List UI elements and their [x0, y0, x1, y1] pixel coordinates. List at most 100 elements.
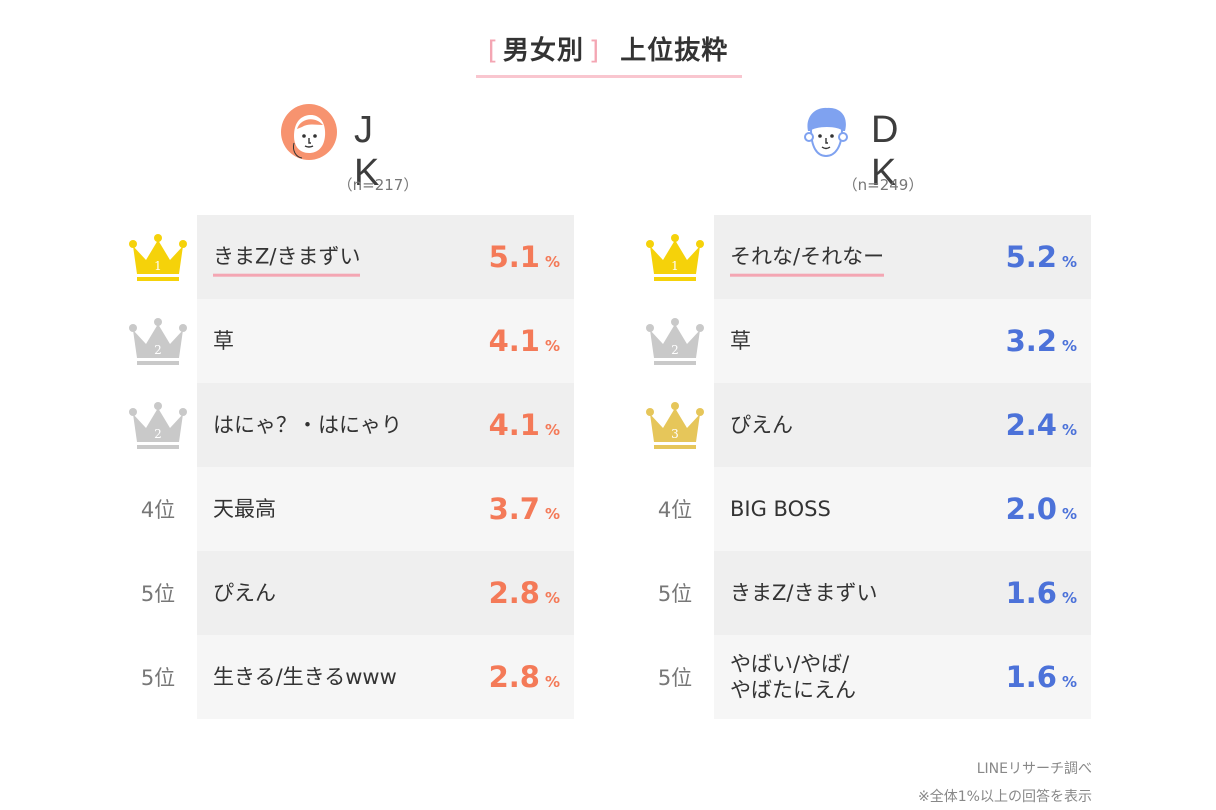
percentage-unit: % — [1061, 589, 1077, 607]
percentage-unit: % — [1061, 421, 1077, 439]
jk-rank-row: 2 はにゃ？・はにゃり 4.1% — [129, 383, 574, 467]
percentage-value: 1.6% — [1006, 660, 1077, 694]
crown-silver-icon: 2 — [129, 318, 187, 365]
rank-number: 1 — [154, 259, 162, 273]
term-label: ぴえん — [730, 412, 793, 437]
rank-label: 5位 — [140, 582, 176, 606]
title-group: 男女別 — [502, 36, 584, 66]
boy-avatar-icon — [804, 107, 848, 158]
dk-rank-row: 3 ぴえん 2.4% — [646, 383, 1091, 467]
term-label: それな/それなー — [730, 244, 885, 277]
page-title: [ 男女別 ] 上位抜粋 — [474, 22, 742, 78]
rank-marker: 5位 — [644, 551, 706, 635]
rank-marker: 2 — [644, 299, 706, 383]
percentage-value: 4.1% — [489, 408, 560, 442]
jk-column: J K （n=217） 1 きまZ/きまずい 5.1% 2 草 4.1% 2 はにゃ？・はにゃ… — [120, 0, 590, 810]
jk-rank-row: 2 草 4.1% — [129, 299, 574, 383]
dk-name: D K — [871, 109, 909, 194]
rank-label: 4位 — [140, 498, 176, 522]
percentage-number: 2.0 — [1005, 492, 1057, 526]
jk-rank-row: 1 きまZ/きまずい 5.1% — [129, 215, 574, 299]
percentage-value: 4.1% — [489, 324, 560, 358]
term-label: 生きる/生きるwww — [213, 664, 397, 689]
rank-marker: 4位 — [644, 467, 706, 551]
rank-label: 4位 — [657, 498, 693, 522]
percentage-number: 2.4 — [1005, 408, 1057, 442]
display-note: ※全体1%以上の回答を表示 — [918, 789, 1092, 805]
term-label: 草 — [213, 328, 234, 353]
rank-number: 2 — [154, 343, 162, 357]
term-label: ぴえん — [213, 580, 276, 605]
percentage-number: 3.7 — [488, 492, 540, 526]
term-label: やばい/やば/ やばたにえん — [730, 651, 856, 702]
rank-marker: 4位 — [127, 467, 189, 551]
percentage-value: 3.2% — [1006, 324, 1077, 358]
rank-label: 5位 — [657, 582, 693, 606]
percentage-number: 1.6 — [1005, 576, 1057, 610]
rank-marker: 2 — [127, 299, 189, 383]
title-main: 上位抜粋 — [620, 36, 729, 66]
rank-marker: 2 — [127, 383, 189, 467]
rank-label: 5位 — [140, 666, 176, 690]
title-bracket-close: ] — [589, 36, 600, 66]
percentage-value: 3.7% — [489, 492, 560, 526]
dk-column: D K （n=249） 1 それな/それなー 5.2% 2 草 3.2% 3 ぴえん 2.4% 4… — [637, 0, 1107, 810]
crown-silver-icon: 2 — [129, 402, 187, 449]
dk-rank-row: 1 それな/それなー 5.2% — [646, 215, 1091, 299]
percentage-value: 2.8% — [489, 576, 560, 610]
term-label: きまZ/きまずい — [213, 244, 361, 277]
jk-name: J K — [354, 109, 390, 194]
percentage-unit: % — [544, 337, 560, 355]
rank-number: 2 — [671, 343, 679, 357]
source-note: LINEリサーチ調べ — [976, 761, 1092, 777]
percentage-value: 2.8% — [489, 660, 560, 694]
rank-label: 5位 — [657, 666, 693, 690]
crown-silver-icon: 2 — [646, 318, 704, 365]
crown-bronze-icon: 3 — [646, 402, 704, 449]
rank-marker: 5位 — [644, 635, 706, 719]
percentage-value: 5.1% — [489, 240, 560, 274]
term-label: きまZ/きまずい — [730, 580, 878, 605]
dk-rank-row: 5位 きまZ/きまずい 1.6% — [658, 551, 1091, 635]
percentage-number: 1.6 — [1005, 660, 1057, 694]
percentage-number: 2.8 — [488, 660, 540, 694]
dk-rank-row: 2 草 3.2% — [646, 299, 1091, 383]
percentage-value: 1.6% — [1006, 576, 1077, 610]
percentage-unit: % — [1061, 337, 1077, 355]
jk-sample-size: （n=217） — [337, 176, 419, 194]
rank-number: 3 — [671, 427, 679, 441]
rank-marker: 3 — [644, 383, 706, 467]
dk-rank-row: 4位 BIG BOSS 2.0% — [658, 467, 1091, 551]
percentage-unit: % — [1061, 673, 1077, 691]
jk-rank-row: 5位 ぴえん 2.8% — [141, 551, 574, 635]
rank-marker: 1 — [127, 215, 189, 299]
dk-ranking-list: 1 それな/それなー 5.2% 2 草 3.2% 3 ぴえん 2.4% 4位 BIG BOSS 2.0… — [646, 215, 1091, 719]
jk-ranking-list: 1 きまZ/きまずい 5.1% 2 草 4.1% 2 はにゃ？・はにゃり 4.1% 4位 天最高 3.… — [129, 215, 574, 719]
jk-rank-row: 4位 天最高 3.7% — [141, 467, 574, 551]
percentage-number: 3.2 — [1005, 324, 1057, 358]
percentage-number: 5.2 — [1005, 240, 1057, 274]
percentage-unit: % — [544, 421, 560, 439]
dk-rank-row: 5位 やばい/やば/ やばたにえん 1.6% — [658, 635, 1091, 719]
term-label: BIG BOSS — [730, 496, 831, 521]
rank-marker: 5位 — [127, 635, 189, 719]
title-bracket-open: [ — [487, 36, 498, 66]
percentage-unit: % — [544, 589, 560, 607]
percentage-unit: % — [1061, 253, 1077, 271]
term-label: 草 — [730, 328, 751, 353]
percentage-number: 5.1 — [488, 240, 540, 274]
percentage-value: 5.2% — [1006, 240, 1077, 274]
percentage-number: 4.1 — [488, 324, 540, 358]
percentage-value: 2.0% — [1006, 492, 1077, 526]
percentage-number: 4.1 — [488, 408, 540, 442]
term-label: 天最高 — [213, 496, 276, 521]
dk-sample-size: （n=249） — [842, 176, 924, 194]
percentage-unit: % — [544, 253, 560, 271]
percentage-unit: % — [1061, 505, 1077, 523]
term-label: はにゃ？・はにゃり — [213, 412, 402, 437]
rank-marker: 5位 — [127, 551, 189, 635]
percentage-number: 2.8 — [488, 576, 540, 610]
crown-gold-icon: 1 — [646, 234, 704, 281]
percentage-value: 2.4% — [1006, 408, 1077, 442]
rank-number: 1 — [671, 259, 679, 273]
